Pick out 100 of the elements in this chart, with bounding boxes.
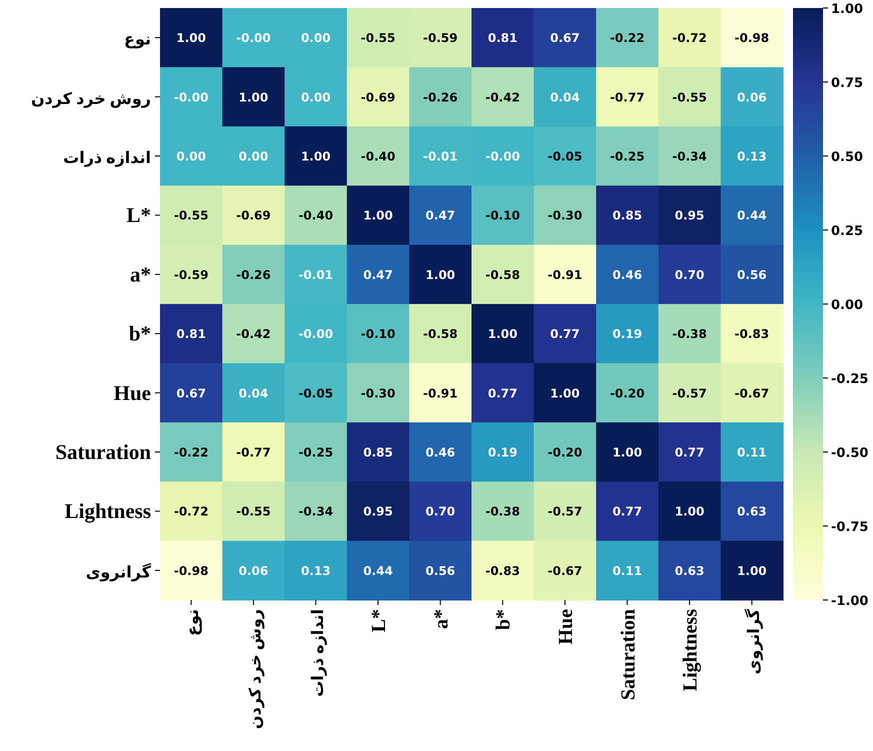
- data-label: -0.26: [423, 90, 458, 104]
- data-label: -0.00: [485, 150, 520, 164]
- data-label: -0.69: [360, 90, 396, 104]
- data-label: -0.58: [485, 268, 520, 282]
- data-label: -0.83: [734, 327, 770, 342]
- x-tick-label: روش خرد کردن: [247, 609, 264, 730]
- data-label: 0.47: [363, 268, 393, 282]
- data-label: -0.05: [548, 150, 582, 164]
- data-label: 0.67: [550, 31, 580, 46]
- x-tick-label: اندازه ذرات: [310, 609, 327, 697]
- data-label: 0.63: [737, 504, 767, 519]
- data-label: -0.34: [672, 150, 707, 164]
- color-bar-label: -0.50: [831, 446, 868, 461]
- data-label: 0.70: [426, 504, 456, 519]
- x-tick-label: گرانروی: [744, 608, 763, 674]
- data-label: 0.19: [488, 446, 518, 460]
- data-label: -0.91: [548, 268, 582, 282]
- data-label: 1.00: [612, 446, 642, 460]
- y-tick-label: گرانروی: [86, 562, 152, 582]
- x-tick-label: b*: [492, 609, 515, 630]
- data-label: 0.44: [737, 208, 767, 223]
- color-bar-label: -1.00: [831, 594, 868, 609]
- data-label: 1.00: [176, 31, 206, 46]
- color-bar-label: 0.75: [831, 76, 864, 91]
- color-bar-label: -0.25: [831, 372, 868, 387]
- y-tick-label: Lightness: [64, 499, 151, 524]
- data-label: -0.30: [360, 386, 396, 400]
- x-tick-label: L*: [368, 609, 390, 632]
- data-label: 0.06: [238, 564, 268, 578]
- data-label: -0.72: [672, 31, 707, 46]
- data-label: -0.25: [610, 150, 645, 164]
- data-label: -0.69: [236, 208, 271, 223]
- data-label: 1.00: [426, 268, 456, 282]
- x-tick-label: Hue: [554, 608, 577, 645]
- data-label: -0.55: [236, 504, 271, 519]
- data-label: 0.70: [674, 268, 704, 282]
- data-label: 0.04: [550, 90, 580, 104]
- data-label: -0.38: [672, 327, 707, 342]
- data-label: -0.58: [423, 327, 458, 342]
- data-label: 0.19: [612, 327, 642, 342]
- data-label: -0.67: [734, 386, 770, 400]
- x-tick-label: نوع: [185, 609, 202, 636]
- x-tick-label: a*: [430, 609, 452, 629]
- data-label: -0.00: [298, 327, 334, 342]
- data-label: -0.57: [548, 504, 582, 519]
- data-label: 0.67: [176, 386, 206, 400]
- data-label: -0.57: [672, 386, 707, 400]
- y-tick-label: روش خرد کردن: [30, 90, 151, 108]
- data-label: 0.00: [238, 150, 268, 164]
- data-label: 0.85: [612, 208, 642, 223]
- data-label: 1.00: [550, 386, 580, 400]
- data-label: -0.98: [174, 564, 208, 578]
- data-label: -0.38: [485, 504, 520, 519]
- data-label: -0.22: [174, 446, 208, 460]
- data-label: 1.00: [363, 208, 393, 223]
- x-tick-label: Lightness: [680, 608, 702, 692]
- x-tick-label: Saturation: [617, 609, 640, 700]
- data-label: 0.95: [363, 504, 393, 519]
- data-label: 0.46: [612, 268, 642, 282]
- y-tick-label: b*: [128, 322, 151, 346]
- data-label: 0.77: [674, 446, 704, 460]
- data-label: -0.55: [672, 90, 707, 104]
- data-label: 0.11: [737, 446, 767, 460]
- data-label: 0.63: [674, 564, 704, 578]
- y-tick-label: Hue: [114, 380, 151, 405]
- data-label: -0.10: [360, 327, 396, 342]
- data-label: -0.00: [236, 31, 271, 46]
- data-label: -0.22: [610, 31, 645, 46]
- color-bar-label: 0.50: [831, 150, 864, 165]
- data-label: -0.59: [423, 31, 458, 46]
- data-label: -0.20: [548, 446, 582, 460]
- data-label: -0.05: [298, 386, 334, 400]
- data-label: 0.13: [300, 564, 331, 578]
- color-bar-label: -0.75: [831, 520, 868, 535]
- data-label: 0.95: [674, 208, 704, 223]
- color-bar-label: 0.25: [831, 224, 864, 239]
- data-label: -0.40: [360, 150, 396, 164]
- data-label: -0.98: [734, 31, 770, 46]
- data-label: -0.72: [174, 504, 208, 519]
- data-label: 0.00: [176, 150, 206, 164]
- data-label: -0.20: [610, 386, 645, 400]
- data-label: -0.59: [174, 268, 208, 282]
- data-label: 0.00: [300, 31, 331, 46]
- y-tick-label: Saturation: [55, 440, 152, 464]
- data-label: -0.42: [485, 90, 520, 104]
- data-label: 0.81: [176, 327, 206, 342]
- data-label: 0.77: [612, 504, 642, 519]
- data-label: 0.00: [300, 90, 331, 104]
- data-label: -0.42: [236, 327, 271, 342]
- data-label: 1.00: [674, 504, 704, 519]
- data-label: 0.44: [363, 564, 393, 578]
- data-label: 0.85: [363, 446, 393, 460]
- data-label: -0.55: [360, 31, 396, 46]
- data-label: -0.67: [548, 564, 582, 578]
- data-label: -0.01: [423, 150, 458, 164]
- data-label: -0.30: [548, 208, 582, 223]
- data-label: -0.01: [298, 268, 334, 282]
- data-label: 1.00: [737, 564, 767, 578]
- data-label: 0.77: [488, 386, 518, 400]
- data-label: -0.25: [298, 446, 334, 460]
